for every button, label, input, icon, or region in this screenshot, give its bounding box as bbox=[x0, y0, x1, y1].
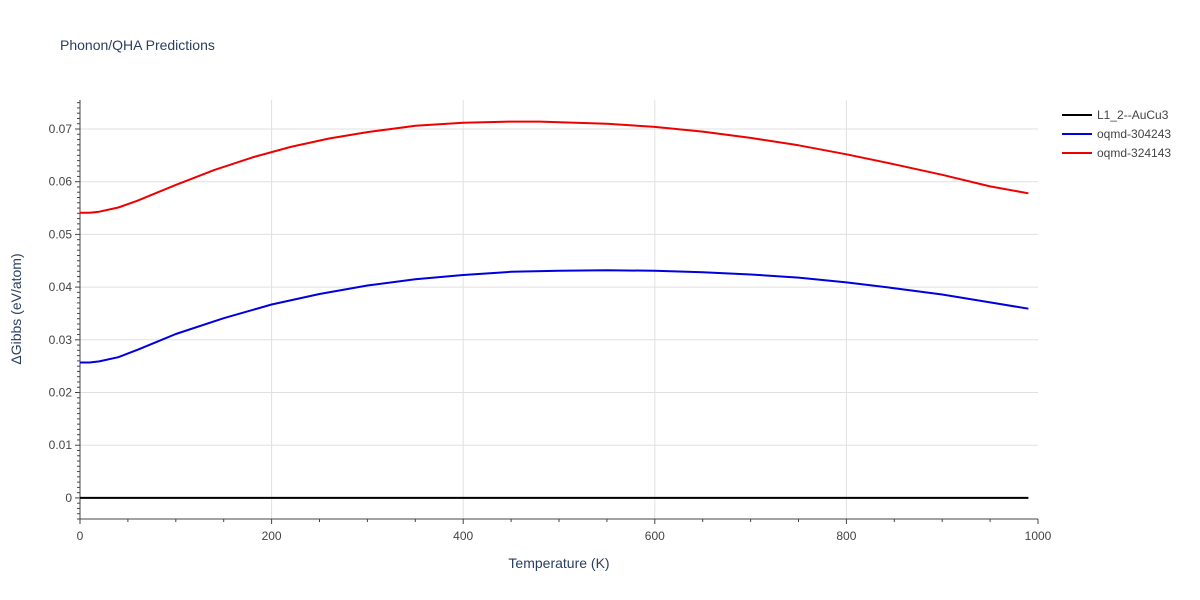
chart-title: Phonon/QHA Predictions bbox=[60, 37, 215, 53]
legend-item[interactable]: oqmd-324143 bbox=[1062, 146, 1171, 160]
legend-label: oqmd-304243 bbox=[1097, 127, 1171, 141]
x-tick-label: 600 bbox=[645, 529, 665, 543]
legend-label: oqmd-324143 bbox=[1097, 146, 1171, 160]
y-tick-label: 0.04 bbox=[49, 280, 73, 294]
y-tick-label: 0.06 bbox=[49, 175, 73, 189]
series-line bbox=[80, 269, 1029, 364]
x-tick-label: 1000 bbox=[1025, 529, 1052, 543]
y-axis-title: ΔGibbs (eV/atom) bbox=[8, 253, 24, 364]
x-tick-label: 800 bbox=[836, 529, 856, 543]
legend[interactable]: L1_2--AuCu3 oqmd-304243 oqmd-324143 bbox=[1062, 108, 1171, 160]
y-tick-label: 0 bbox=[65, 491, 72, 505]
legend-label: L1_2--AuCu3 bbox=[1097, 108, 1169, 122]
y-tick-label: 0.01 bbox=[49, 438, 73, 452]
legend-item[interactable]: oqmd-304243 bbox=[1062, 127, 1171, 141]
x-tick-label: 200 bbox=[262, 529, 282, 543]
x-tick-label: 0 bbox=[77, 529, 84, 543]
y-tick-label: 0.07 bbox=[49, 122, 73, 136]
y-tick-label: 0.05 bbox=[49, 227, 73, 241]
x-axis-title: Temperature (K) bbox=[508, 555, 609, 571]
series-layer bbox=[80, 120, 1029, 499]
axes-layer: 0 200 400 600 800 1000 0 0.01 0.02 0.03 0.04 0.05 0.… bbox=[49, 100, 1052, 543]
series-line bbox=[80, 120, 1029, 214]
y-tick-label: 0.02 bbox=[49, 386, 73, 400]
x-tick-label: 400 bbox=[453, 529, 473, 543]
legend-item[interactable]: L1_2--AuCu3 bbox=[1062, 108, 1169, 122]
grid-layer bbox=[80, 100, 1038, 519]
y-tick-label: 0.03 bbox=[49, 333, 73, 347]
